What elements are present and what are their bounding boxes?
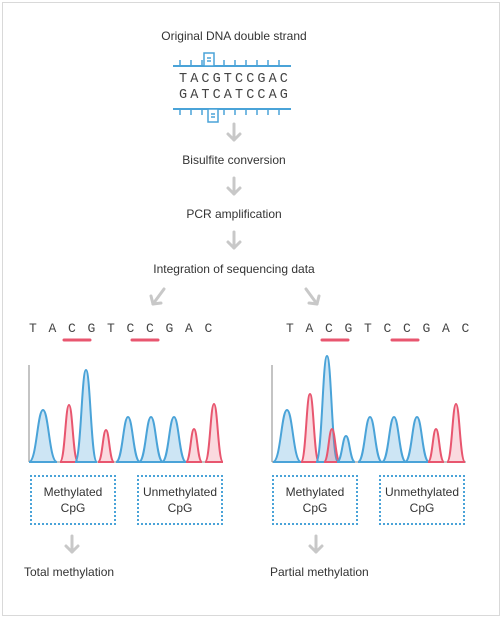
peak-blue: [315, 354, 339, 463]
base: T: [364, 321, 372, 336]
peak-blue: [381, 415, 407, 463]
box-label: CpG: [167, 501, 193, 515]
base: C: [146, 321, 154, 336]
peak-red: [300, 392, 320, 463]
base: G: [422, 321, 431, 336]
base: G: [344, 321, 353, 336]
box-label: Unmethylated: [384, 485, 460, 499]
right-result-label: Partial methylation: [270, 565, 369, 579]
peak-blue: [336, 434, 356, 463]
base: C: [403, 321, 411, 336]
arrow-down-icon: [226, 230, 242, 250]
peak-red: [59, 403, 79, 463]
arrow-down-icon: [64, 534, 80, 554]
peak-red: [446, 402, 466, 463]
peak-blue: [74, 368, 98, 463]
title-label: Original DNA double strand: [161, 29, 307, 43]
base: C: [204, 321, 213, 336]
left-chromatogram: [28, 368, 224, 463]
box-label: CpG: [409, 501, 435, 515]
base: T: [286, 321, 294, 336]
diagram-frame: [2, 2, 500, 616]
base: C: [461, 321, 470, 336]
arrow-down-icon: [226, 176, 242, 196]
base: A: [48, 321, 57, 336]
box-label: CpG: [60, 501, 86, 515]
base: G: [87, 321, 96, 336]
peak-blue: [357, 415, 383, 463]
base: A: [185, 321, 193, 336]
arrow-down-left-icon: [149, 287, 166, 306]
left-result-label: Total methylation: [24, 565, 115, 579]
bottom-strand-sequence: GATCATCCAG: [179, 88, 292, 103]
right-chromatogram: [272, 354, 466, 463]
base: C: [383, 321, 392, 336]
peak-red: [185, 427, 203, 463]
box-label: Methylated: [43, 485, 103, 499]
top-strand-sequence: TACGTCCGAC: [179, 72, 292, 87]
box-label: CpG: [302, 501, 328, 515]
base: A: [305, 321, 314, 336]
step-pcr-amplification: PCR amplification: [186, 207, 282, 221]
base: T: [107, 321, 115, 336]
peak-blue: [115, 415, 141, 463]
dna-double-strand: [173, 60, 291, 115]
peak-blue: [404, 415, 430, 463]
peak-red: [97, 428, 115, 463]
left-methylated-box: Methylated CpG: [30, 475, 116, 525]
box-label: Methylated: [285, 485, 345, 499]
arrow-down-icon: [226, 122, 242, 142]
step-integration: Integration of sequencing data: [153, 262, 315, 276]
right-methylated-box: Methylated CpG: [272, 475, 358, 525]
methyl-marker-top: [203, 52, 215, 67]
base: A: [442, 321, 450, 336]
box-label: Unmethylated: [142, 485, 218, 499]
peak-blue: [272, 408, 302, 463]
right-unmethylated-box: Unmethylated CpG: [379, 475, 465, 525]
base: G: [165, 321, 174, 336]
peak-blue: [161, 415, 187, 463]
peak-red: [204, 402, 224, 463]
peak-blue: [28, 408, 58, 463]
peak-red: [323, 427, 341, 463]
left-unmethylated-box: Unmethylated CpG: [137, 475, 223, 525]
base: C: [325, 321, 333, 336]
arrow-down-right-icon: [304, 287, 321, 306]
peak-red: [427, 427, 445, 463]
base: C: [126, 321, 135, 336]
step-bisulfite-conversion: Bisulfite conversion: [182, 153, 286, 167]
peak-blue: [138, 415, 164, 463]
methyl-marker-bottom: [207, 108, 219, 123]
base: T: [29, 321, 37, 336]
arrow-down-icon: [308, 534, 324, 554]
base: C: [68, 321, 76, 336]
